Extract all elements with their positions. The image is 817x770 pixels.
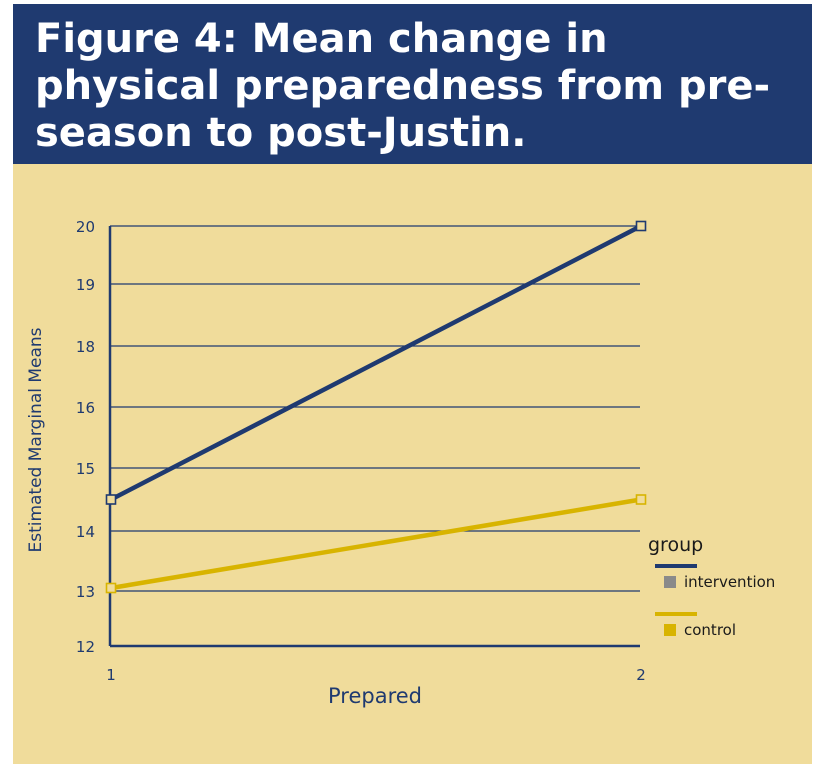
data-point-intervention <box>635 220 647 232</box>
chart-panel <box>13 164 812 764</box>
x-tick-label: 2 <box>636 666 646 684</box>
y-tick-label: 16 <box>76 399 95 417</box>
title-banner: Figure 4: Mean change in physical prepar… <box>13 4 812 164</box>
y-tick-label: 20 <box>76 218 95 236</box>
y-tick-label: 15 <box>76 460 95 478</box>
legend-swatch-intervention <box>664 576 676 588</box>
legend-swatch-control <box>664 624 676 636</box>
x-tick-label: 1 <box>106 666 116 684</box>
data-point-intervention <box>105 494 117 505</box>
series-line-control <box>108 497 644 591</box>
legend-title: group <box>648 534 703 556</box>
legend-label-intervention: intervention <box>684 573 775 591</box>
y-tick-label: 19 <box>76 276 95 294</box>
y-tick-label: 12 <box>76 638 95 656</box>
y-tick-label: 18 <box>76 338 95 356</box>
data-point-control <box>635 494 647 505</box>
x-axis-label: Prepared <box>328 684 422 708</box>
series-line-intervention <box>108 223 644 502</box>
legend-label-control: control <box>684 621 736 639</box>
y-axis-label: Estimated Marginal Means <box>26 327 46 552</box>
data-point-control <box>105 582 117 594</box>
y-tick-label: 13 <box>76 583 95 601</box>
y-tick-label: 14 <box>76 523 95 541</box>
chart-title: Figure 4: Mean change in physical prepar… <box>35 16 771 156</box>
